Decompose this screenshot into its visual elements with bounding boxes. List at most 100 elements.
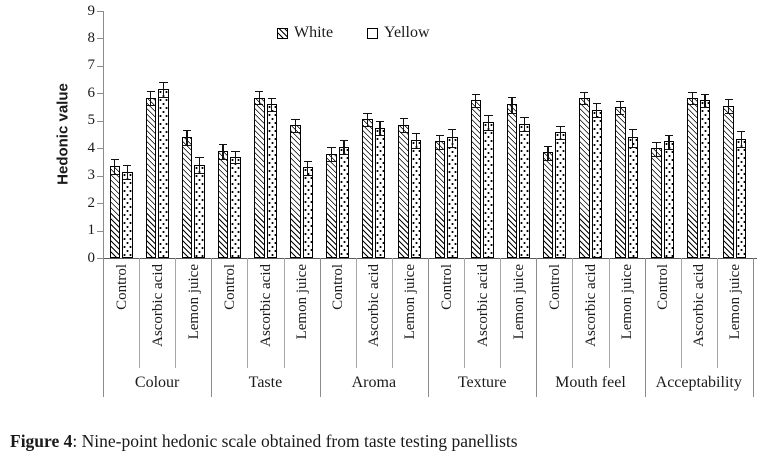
- error-bar: [543, 145, 553, 161]
- bar-mouth-feel-lemon-juice-white: [615, 107, 626, 258]
- y-axis-tick: [97, 175, 103, 177]
- white-series-hatch-swatch-icon: [277, 27, 288, 39]
- bar-colour-ascorbic-acid-yellow: [158, 89, 169, 258]
- bar-aroma-control-white: [326, 153, 337, 258]
- error-bar: [182, 130, 192, 147]
- error-bar-stem: [475, 95, 477, 108]
- bar-texture-control-white: [434, 141, 445, 258]
- y-axis-tick-label: 8: [87, 29, 96, 46]
- error-bar-stem: [704, 95, 706, 108]
- error-bar-stem: [691, 92, 694, 105]
- cell-divider-line: [500, 258, 502, 368]
- error-bar-stem: [559, 126, 562, 139]
- error-bar-stem: [632, 130, 634, 147]
- bar-acceptability-ascorbic-acid-white: [687, 97, 698, 258]
- error-bar-stem: [523, 117, 526, 132]
- bar-colour-lemon-juice-white: [181, 137, 193, 258]
- bar-texture-ascorbic-acid-white: [470, 100, 482, 258]
- error-bar: [507, 96, 517, 114]
- x-axis-group-label: Acceptability: [655, 374, 742, 391]
- error-bar-stem: [234, 152, 237, 163]
- error-bar-stem: [619, 102, 621, 114]
- error-bar-stem: [655, 142, 658, 156]
- bar-mouth-feel-ascorbic-acid-white: [579, 97, 590, 258]
- legend-label-yellow: Yellow: [384, 24, 430, 41]
- error-bar: [231, 151, 240, 164]
- group-divider-line: [211, 258, 213, 397]
- y-axis-tick: [97, 148, 103, 150]
- error-bar-stem: [162, 83, 164, 98]
- y-axis-tick: [97, 203, 103, 205]
- x-axis-treatment-label: Control: [330, 264, 347, 310]
- x-axis-treatment-label: Lemon juice: [402, 264, 419, 340]
- y-axis-tick-label: 0: [87, 249, 96, 266]
- error-bar-stem: [330, 148, 333, 161]
- cell-divider-line: [175, 258, 177, 368]
- x-axis-treatment-label: Lemon juice: [294, 264, 311, 340]
- y-axis-tick-label: 5: [87, 112, 96, 129]
- y-axis-tick: [97, 38, 103, 40]
- x-axis-treatment-label: Ascorbic acid: [149, 264, 166, 347]
- group-divider-line: [536, 258, 538, 397]
- x-axis-line: [97, 258, 757, 259]
- y-axis-tick-label: 6: [87, 84, 96, 101]
- error-bar: [291, 119, 300, 133]
- y-axis-tick-label: 7: [87, 57, 96, 74]
- x-axis-group-label: Mouth feel: [555, 374, 626, 391]
- error-bar: [628, 129, 637, 148]
- x-axis-treatment-label: Ascorbic acid: [366, 264, 383, 347]
- bar-texture-control-yellow: [447, 137, 458, 258]
- bar-colour-control-white: [109, 166, 121, 258]
- bar-acceptability-lemon-juice-yellow: [735, 138, 747, 258]
- error-bar: [592, 103, 601, 119]
- x-axis-group-label: Taste: [248, 374, 283, 391]
- error-bar: [363, 113, 372, 128]
- error-bar: [484, 115, 493, 131]
- bar-texture-lemon-juice-yellow: [519, 123, 530, 258]
- error-bar: [159, 82, 168, 99]
- y-axis-tick: [97, 93, 103, 95]
- y-axis-tick-label: 2: [87, 194, 96, 211]
- group-divider-line: [103, 258, 104, 397]
- y-axis-tick-label: 3: [87, 167, 96, 184]
- error-bar: [339, 140, 349, 156]
- y-axis-tick: [97, 120, 103, 122]
- y-axis-tick: [97, 65, 103, 67]
- error-bar-stem: [728, 99, 730, 114]
- x-axis-group-label: Colour: [134, 374, 180, 391]
- group-divider-line: [644, 258, 646, 397]
- y-axis-line: [103, 11, 104, 258]
- group-divider-line: [428, 258, 429, 397]
- y-axis-tick: [97, 11, 103, 13]
- error-bar-stem: [740, 132, 742, 148]
- error-bar: [375, 121, 385, 137]
- error-bar: [327, 147, 336, 162]
- error-bar: [580, 91, 589, 106]
- bar-taste-lemon-juice-white: [290, 124, 301, 258]
- bar-acceptability-control-yellow: [663, 141, 675, 258]
- bar-texture-ascorbic-acid-yellow: [483, 122, 494, 258]
- bar-taste-control-yellow: [230, 156, 241, 258]
- x-axis-treatment-label: Lemon juice: [510, 264, 527, 340]
- bar-aroma-lemon-juice-yellow: [410, 140, 422, 258]
- cell-divider-line: [139, 258, 141, 368]
- x-axis-treatment-label: Control: [546, 264, 563, 310]
- error-bar-stem: [271, 99, 273, 112]
- error-bar-stem: [150, 91, 152, 106]
- error-bar-stem: [487, 116, 489, 130]
- error-bar: [652, 141, 661, 157]
- error-bar-stem: [415, 134, 417, 148]
- error-bar-stem: [451, 130, 453, 147]
- error-bar-stem: [366, 114, 369, 127]
- error-bar-stem: [596, 104, 598, 118]
- x-axis-group-label: Aroma: [351, 374, 397, 391]
- error-bar: [110, 159, 119, 175]
- x-axis-treatment-label: Lemon juice: [619, 264, 636, 340]
- error-bar-stem: [114, 160, 116, 174]
- bar-colour-ascorbic-acid-white: [145, 97, 157, 258]
- figure-caption: Figure 4: Nine-point hedonic scale obtai…: [10, 431, 518, 452]
- error-bar: [664, 134, 674, 150]
- error-bar-stem: [198, 158, 201, 174]
- error-bar-stem: [439, 135, 441, 149]
- y-axis-tick-label: 4: [87, 139, 96, 156]
